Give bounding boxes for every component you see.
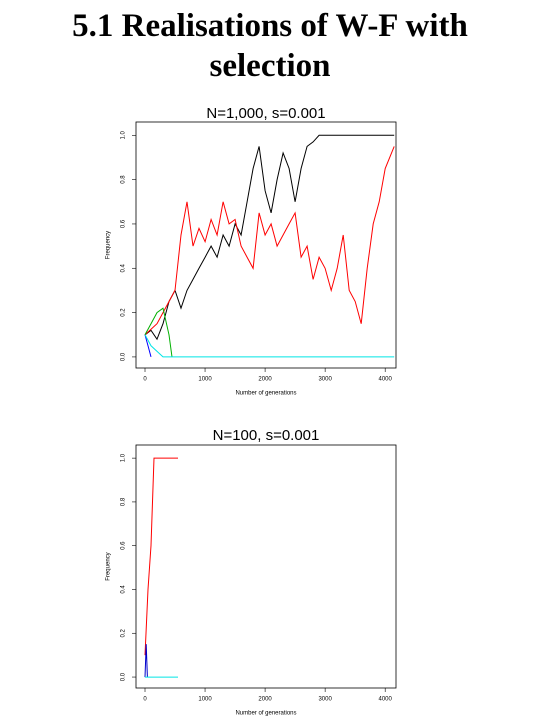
- y-tick-label: 0.2: [121, 628, 127, 637]
- x-tick-label: 4000: [379, 697, 393, 703]
- x-tick-label: 2000: [258, 697, 272, 703]
- y-tick-label: 0.8: [121, 175, 127, 184]
- x-tick-label: 3000: [318, 697, 332, 703]
- x-tick-label: 1000: [198, 377, 212, 383]
- x-tick-label: 3000: [318, 377, 332, 383]
- y-tick-label: 0.6: [121, 219, 127, 228]
- y-axis-label: Frequency: [106, 552, 112, 580]
- y-tick-label: 0.6: [121, 541, 127, 550]
- chart-title: N=100, s=0.001: [213, 427, 320, 444]
- y-tick-label: 1.0: [121, 130, 127, 139]
- x-axis-label: Number of generations: [235, 711, 296, 717]
- series-line: [144, 457, 178, 656]
- y-tick-label: 0.0: [121, 672, 127, 681]
- series-line: [144, 334, 395, 358]
- chart-title: N=1,000, s=0.001: [206, 105, 325, 122]
- x-tick-label: 1000: [198, 697, 212, 703]
- slide-title: 5.1 Realisations of W-F with selection: [72, 8, 468, 84]
- series-line: [144, 307, 173, 357]
- series-line: [144, 146, 395, 336]
- plot-frame: [135, 444, 397, 689]
- y-tick-label: 0.2: [121, 308, 127, 317]
- plot-frame: [135, 121, 397, 369]
- y-axis-label: Frequency: [106, 231, 112, 259]
- y-tick-label: 0.0: [121, 352, 127, 361]
- x-tick-label: 0: [143, 377, 147, 383]
- y-tick-label: 0.4: [121, 585, 127, 594]
- x-tick-label: 2000: [258, 377, 272, 383]
- y-tick-label: 0.4: [121, 263, 127, 272]
- x-axis-label: Number of generations: [235, 391, 296, 397]
- y-tick-label: 1.0: [121, 453, 127, 462]
- series-line: [144, 644, 148, 678]
- x-tick-label: 0: [143, 697, 147, 703]
- series-line: [144, 334, 152, 358]
- y-tick-label: 0.8: [121, 497, 127, 506]
- x-tick-label: 4000: [379, 377, 393, 383]
